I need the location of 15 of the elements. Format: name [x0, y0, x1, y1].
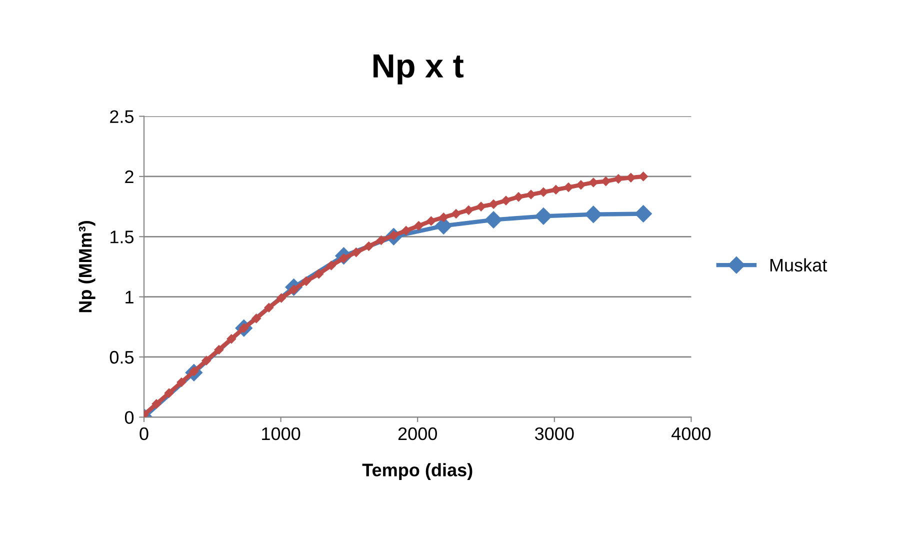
x-tick-label: 0 — [140, 427, 148, 440]
y-axis-title: Np (MMm³) — [78, 220, 96, 312]
x-tick-label: 3000 — [535, 427, 574, 440]
x-tick-label: 4000 — [672, 427, 711, 440]
y-tick-label: 1.5 — [110, 230, 134, 244]
x-tick-label: 2000 — [398, 427, 437, 440]
y-tick-label: 0 — [124, 411, 134, 424]
chart-title: Np x t — [374, 54, 464, 84]
x-axis-title: Tempo (dias) — [362, 463, 472, 480]
y-tick-label: 2.5 — [110, 110, 134, 124]
y-tick-label: 0.5 — [110, 350, 134, 364]
y-tick-label: 2 — [125, 170, 134, 184]
legend-label: Muskat — [770, 258, 828, 272]
x-tick-label: 1000 — [262, 427, 300, 440]
y-tick-label: 1 — [126, 290, 134, 304]
